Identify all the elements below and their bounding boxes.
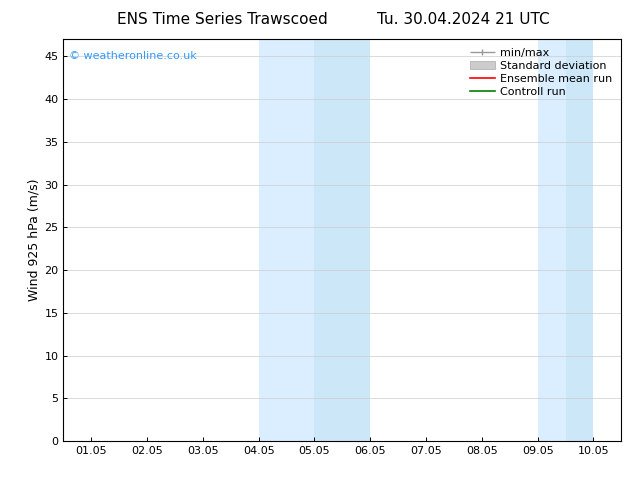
Bar (566, 39, 593, 441)
Bar (259, 39, 314, 441)
Legend: min/max, Standard deviation, Ensemble mean run, Controll run: min/max, Standard deviation, Ensemble me… (467, 45, 616, 100)
Y-axis label: Wind 925 hPa (m/s): Wind 925 hPa (m/s) (27, 179, 40, 301)
Text: © weatheronline.co.uk: © weatheronline.co.uk (69, 51, 197, 61)
Text: ENS Time Series Trawscoed: ENS Time Series Trawscoed (117, 12, 327, 27)
Bar (538, 39, 566, 441)
Bar (314, 39, 370, 441)
Text: Tu. 30.04.2024 21 UTC: Tu. 30.04.2024 21 UTC (377, 12, 549, 27)
